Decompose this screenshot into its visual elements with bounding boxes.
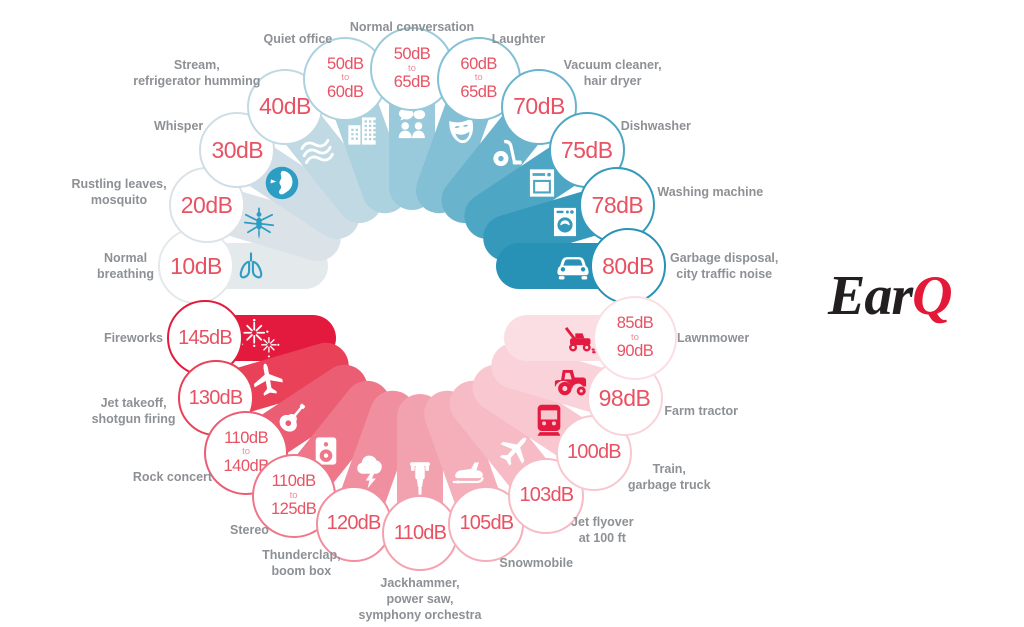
logo-q-text: Q bbox=[912, 265, 952, 327]
label-vacuum-cleaner: Vacuum cleaner, hair dryer bbox=[563, 57, 662, 88]
earq-logo: EarQ bbox=[828, 265, 953, 328]
db-value: 140dB bbox=[223, 456, 269, 475]
db-circle-lawnmower: 85dB to 90dB bbox=[593, 296, 677, 380]
db-value: 100dB bbox=[566, 441, 622, 464]
db-range-to: to bbox=[631, 331, 639, 343]
label-rustling-leaves: Rustling leaves, mosquito bbox=[71, 177, 167, 208]
fireworks-icon bbox=[239, 317, 281, 359]
db-circle-garbage-disposal: 80dB bbox=[590, 228, 666, 304]
lungs-icon bbox=[230, 245, 272, 287]
car-icon bbox=[552, 245, 594, 287]
db-value: 98dB bbox=[598, 384, 651, 411]
label-jet-takeoff: Jet takeoff, shotgun firing bbox=[91, 396, 176, 427]
thundercloud-icon bbox=[350, 450, 392, 492]
db-value: 30dB bbox=[211, 136, 264, 163]
db-range-to: to bbox=[289, 489, 298, 501]
db-circle-jackhammer: 110dB bbox=[382, 495, 458, 571]
label-whisper: Whisper bbox=[153, 118, 204, 133]
mosquito-icon bbox=[238, 201, 280, 243]
washing-machine-icon bbox=[544, 201, 586, 243]
db-circle-laughter: 60dB to 65dB bbox=[436, 36, 521, 121]
label-farm-tractor: Farm tractor bbox=[664, 404, 739, 419]
db-value: 70dB bbox=[513, 93, 565, 120]
label-washing-machine: Washing machine bbox=[657, 185, 764, 200]
label-fireworks: Fireworks bbox=[103, 331, 163, 345]
db-value: 50dB bbox=[393, 44, 431, 63]
snowmobile-icon bbox=[448, 450, 490, 492]
label-laughter: Laughter bbox=[491, 31, 546, 46]
waves-icon bbox=[296, 130, 338, 172]
db-value: 85dB bbox=[616, 313, 654, 332]
dishwasher-icon bbox=[521, 162, 563, 204]
db-value: 10dB bbox=[170, 252, 222, 279]
db-range-to: to bbox=[341, 72, 350, 84]
db-value: 103dB bbox=[519, 484, 574, 507]
db-value: 78dB bbox=[591, 191, 644, 218]
db-value: 90dB bbox=[616, 342, 654, 361]
db-value: 65dB bbox=[393, 73, 431, 92]
airplane-icon bbox=[493, 430, 535, 472]
label-rock-concert: Rock concert bbox=[132, 470, 213, 485]
db-range-to: to bbox=[408, 62, 416, 74]
speaker-icon bbox=[305, 430, 347, 472]
db-value: 105dB bbox=[459, 512, 514, 534]
db-value: 130dB bbox=[188, 386, 244, 409]
conversation-icon bbox=[391, 103, 433, 145]
db-value: 110dB bbox=[224, 428, 269, 447]
db-value: 110dB bbox=[271, 471, 317, 490]
db-value: 145dB bbox=[178, 326, 233, 349]
lawnmower-icon bbox=[559, 317, 601, 359]
db-value: 65dB bbox=[460, 82, 497, 101]
db-value: 120dB bbox=[326, 512, 382, 534]
theater-mask-icon bbox=[441, 110, 483, 152]
label-jet-flyover: Jet flyover at 100 ft bbox=[571, 514, 634, 545]
label-snowmobile: Snowmobile bbox=[499, 556, 574, 571]
db-range-to: to bbox=[474, 72, 483, 84]
label-dishwasher: Dishwasher bbox=[620, 118, 691, 133]
tractor-icon bbox=[551, 360, 593, 402]
train-icon bbox=[528, 399, 570, 441]
db-value: 20dB bbox=[180, 191, 233, 218]
label-stream: Stream, refrigerator humming bbox=[133, 57, 261, 88]
label-normal: Normal breathing bbox=[97, 251, 154, 281]
db-value: 110dB bbox=[393, 521, 447, 544]
db-value: 60dB bbox=[460, 54, 497, 73]
guitar-icon bbox=[270, 399, 312, 441]
office-building-icon bbox=[341, 110, 383, 152]
label-jackhammer: Jackhammer, power saw, symphony orchestr… bbox=[358, 576, 482, 622]
db-value: 80dB bbox=[602, 252, 654, 279]
db-value: 60dB bbox=[327, 82, 364, 101]
db-value: 40dB bbox=[259, 93, 311, 120]
label-thunderclap: Thunderclap, boom box bbox=[262, 548, 341, 579]
label-garbage-disposal: Garbage disposal, city traffic noise bbox=[670, 251, 779, 281]
vacuum-cleaner-icon bbox=[486, 130, 528, 172]
label-quiet-office: Quiet office bbox=[263, 31, 333, 46]
jet-plane-icon bbox=[247, 360, 289, 402]
label-stereo: Stereo bbox=[230, 522, 269, 537]
label-train: Train, garbage truck bbox=[627, 462, 711, 493]
db-value: 125dB bbox=[270, 500, 317, 519]
db-range-to: to bbox=[242, 446, 251, 458]
label-lawnmower: Lawnmower bbox=[677, 331, 750, 345]
db-circle-vacuum-cleaner: 70dB bbox=[501, 68, 577, 145]
jackhammer-icon bbox=[399, 457, 441, 499]
whisper-icon bbox=[261, 162, 303, 204]
logo-ear-text: Ear bbox=[828, 265, 913, 327]
db-value: 75dB bbox=[560, 136, 613, 163]
db-circle-thunderclap: 120dB bbox=[315, 485, 392, 562]
db-value: 50dB bbox=[327, 54, 364, 73]
label-normal-conversation: Normal conversation bbox=[349, 20, 475, 34]
